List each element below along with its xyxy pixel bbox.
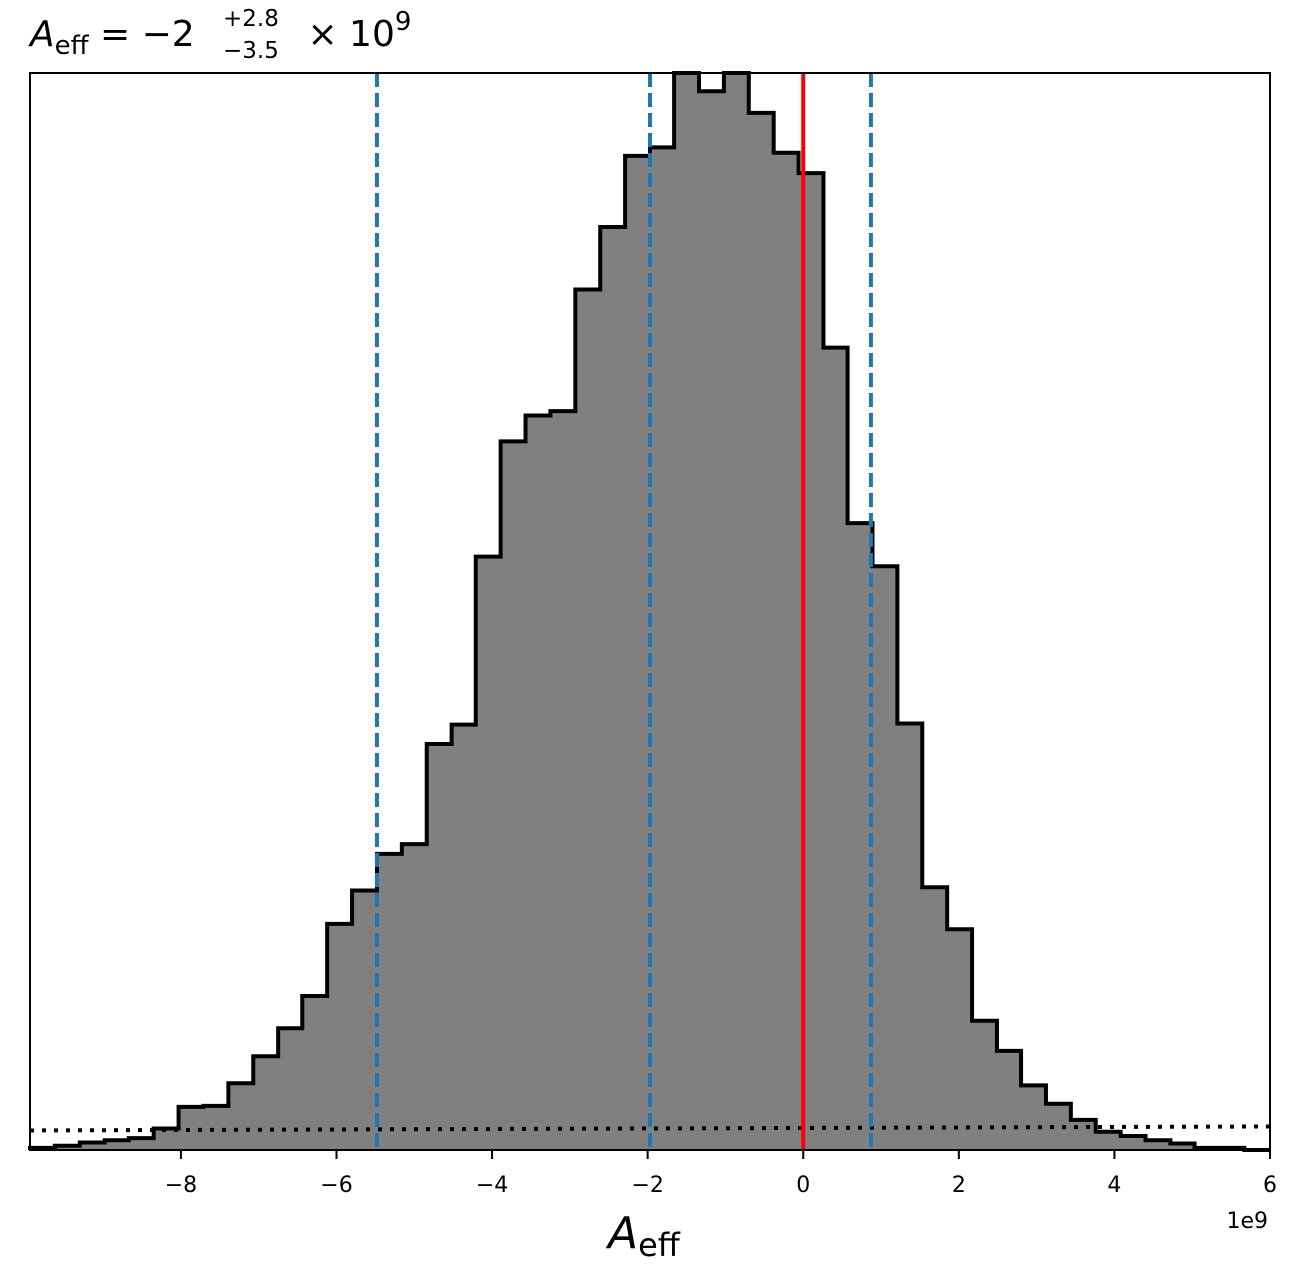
histogram-bar xyxy=(922,887,948,1150)
plot-area xyxy=(28,71,1271,1152)
x-tick-label: 4 xyxy=(1107,1173,1121,1198)
prior-line xyxy=(29,1124,1271,1133)
histogram-bar xyxy=(972,1020,998,1150)
title-symbol: A xyxy=(28,14,55,55)
histogram-bar xyxy=(525,415,551,1151)
x-tick-label: −8 xyxy=(165,1173,197,1198)
histogram-bar xyxy=(128,1138,155,1150)
histogram-bar xyxy=(872,566,898,1150)
x-axis-offset-label: 1e9 xyxy=(1226,1209,1268,1234)
histogram-bar xyxy=(1145,1140,1171,1150)
histogram-bar xyxy=(79,1142,106,1150)
histogram-bar xyxy=(897,723,923,1150)
title-err-plus: +2.8 xyxy=(223,6,279,32)
histogram-bar xyxy=(723,73,750,1150)
histogram-bar xyxy=(996,1050,1022,1150)
xlabel-subscript: eff xyxy=(638,1226,681,1264)
histogram-bar xyxy=(748,112,775,1150)
histogram-bar xyxy=(426,743,453,1150)
axes-frame xyxy=(29,72,1271,1151)
histogram-bar xyxy=(575,289,601,1150)
histogram-bar xyxy=(253,1056,279,1150)
histogram-bar xyxy=(228,1083,254,1150)
histogram-bar xyxy=(153,1128,180,1150)
histogram-bar xyxy=(376,853,403,1150)
x-axis-ticks: −8 −6 −4 −2 0 2 4 6 xyxy=(165,1150,1277,1198)
x-tick-label: −2 xyxy=(631,1173,663,1198)
xlabel-symbol: A xyxy=(605,1208,638,1259)
histogram-bar xyxy=(650,147,675,1151)
title-median: −2 xyxy=(142,14,195,55)
x-tick-label: −6 xyxy=(320,1173,352,1198)
title-subscript: eff xyxy=(55,31,90,61)
histogram-bar xyxy=(1021,1085,1047,1150)
histogram-bar xyxy=(674,73,700,1150)
histogram-bar xyxy=(1120,1135,1147,1150)
x-axis-label: Aeff xyxy=(605,1208,681,1264)
histogram-bar xyxy=(1170,1143,1196,1150)
histogram-bar xyxy=(104,1140,130,1150)
histogram-bar xyxy=(302,995,328,1150)
histogram-bar xyxy=(847,523,873,1150)
histogram-bar xyxy=(947,929,973,1150)
histogram-bar xyxy=(327,923,353,1150)
histogram-bar xyxy=(699,91,725,1151)
histogram-bar xyxy=(1045,1103,1072,1150)
histogram-bar xyxy=(625,155,651,1150)
title-err-minus: −3.5 xyxy=(223,38,279,64)
histogram-bar xyxy=(550,411,576,1151)
x-tick-label: −4 xyxy=(476,1173,508,1198)
histogram-bar xyxy=(1070,1119,1097,1150)
histogram-bar xyxy=(278,1028,303,1150)
chart-title: Aeff = −2 +2.8 −3.5 × 109 xyxy=(28,6,411,64)
histogram-outline xyxy=(28,71,1270,1152)
histogram-bar xyxy=(1095,1131,1122,1150)
title-times: × 10 xyxy=(296,14,395,55)
histogram-bar xyxy=(401,844,428,1150)
histogram-bar xyxy=(54,1145,81,1150)
title-equals: = xyxy=(89,14,142,55)
histogram-bar xyxy=(451,724,477,1150)
x-tick-label: 6 xyxy=(1263,1173,1277,1198)
x-tick-label: 0 xyxy=(796,1173,810,1198)
histogram-bar xyxy=(352,890,378,1150)
histogram-bar xyxy=(500,441,527,1151)
histogram-bar xyxy=(773,152,800,1150)
histogram-bar xyxy=(600,227,626,1151)
title-exponent: 9 xyxy=(395,7,412,37)
x-tick-label: 2 xyxy=(952,1173,966,1198)
histogram-bar xyxy=(475,556,502,1150)
histogram-bar xyxy=(823,347,849,1150)
